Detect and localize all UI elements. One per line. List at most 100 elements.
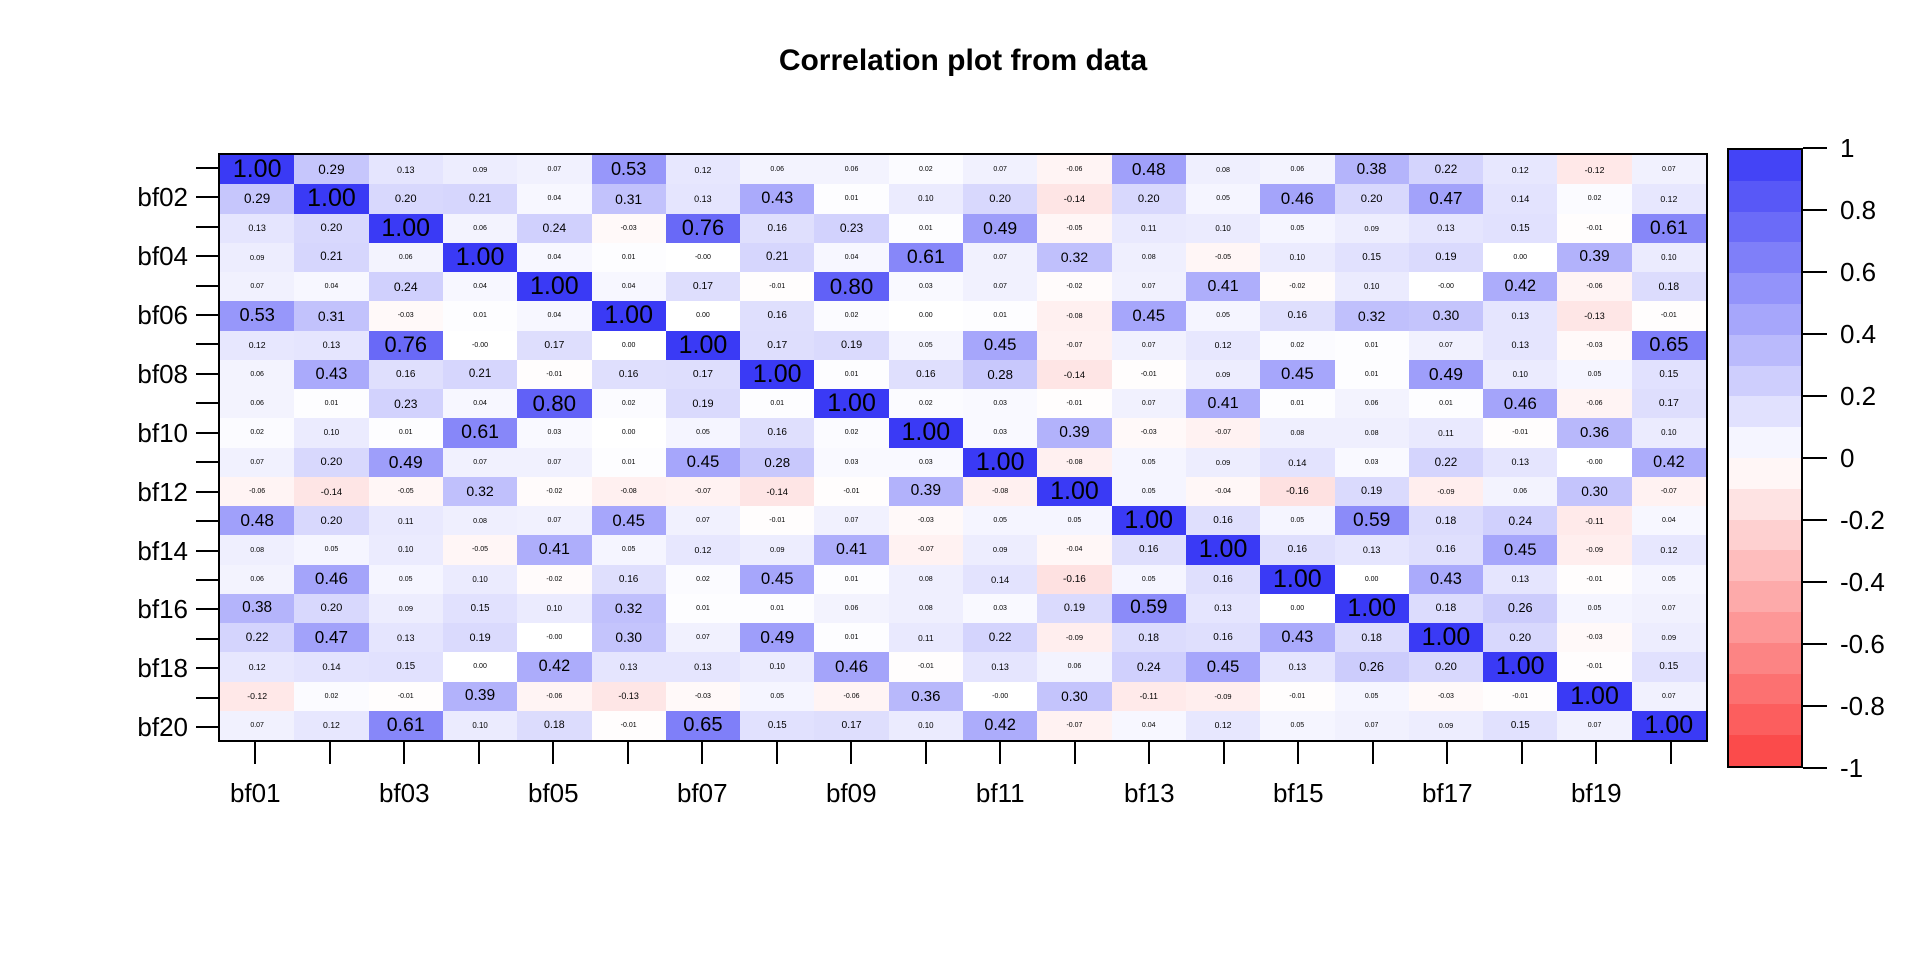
heatmap-cell: 0.06 xyxy=(1037,652,1112,682)
heatmap-cell: 0.03 xyxy=(963,418,1038,448)
heatmap-cell: 0.04 xyxy=(814,242,889,272)
heatmap-cell: 0.07 xyxy=(442,447,518,477)
heatmap-cell: 0.01 xyxy=(740,593,815,623)
heatmap-cell: 0.49 xyxy=(1408,359,1484,389)
heatmap-cell: 0.42 xyxy=(517,652,592,682)
heatmap-cell: 0.21 xyxy=(442,359,518,389)
heatmap-cell: 0.04 xyxy=(517,242,592,272)
heatmap-cell: 0.13 xyxy=(368,155,443,185)
heatmap-cell: 0.15 xyxy=(442,593,518,623)
heatmap-cell: -0.01 xyxy=(1111,359,1186,389)
heatmap-cell: 0.29 xyxy=(294,155,369,185)
heatmap-cell: 1.00 xyxy=(740,359,815,389)
heatmap-cell: 0.18 xyxy=(517,710,592,740)
y-axis-tick xyxy=(196,726,218,729)
heatmap-cell: 0.09 xyxy=(220,242,295,272)
colorbar-band xyxy=(1729,396,1801,428)
heatmap-cell: 0.59 xyxy=(1111,593,1186,623)
y-axis-tick xyxy=(196,608,218,611)
heatmap-cell: 0.19 xyxy=(814,330,889,360)
heatmap-cell: 0.07 xyxy=(665,623,741,653)
heatmap-cell: 0.05 xyxy=(294,535,369,565)
heatmap-cell: 0.18 xyxy=(1334,623,1409,653)
heatmap-cell: 0.07 xyxy=(1111,389,1186,419)
heatmap-cell: -0.00 xyxy=(963,681,1038,711)
colorbar-band xyxy=(1729,673,1801,705)
heatmap-cell: 0.00 xyxy=(665,301,741,331)
heatmap-cell: -0.01 xyxy=(1483,418,1558,448)
heatmap-cell: 0.16 xyxy=(888,359,963,389)
heatmap-cell: -0.14 xyxy=(1037,184,1112,214)
heatmap-cell: 0.41 xyxy=(1185,272,1261,302)
heatmap-cell: 0.08 xyxy=(220,535,295,565)
x-axis-label: bf07 xyxy=(676,778,728,808)
y-axis-tick xyxy=(196,372,218,375)
heatmap-cell: 0.06 xyxy=(814,593,889,623)
heatmap-cell: -0.09 xyxy=(1185,681,1261,711)
heatmap-cell: -0.06 xyxy=(1557,272,1632,302)
heatmap-cell: 0.06 xyxy=(740,155,815,185)
heatmap-cell: 0.49 xyxy=(963,213,1038,243)
heatmap-cell: -0.13 xyxy=(591,681,666,711)
heatmap-cell: 0.09 xyxy=(1408,710,1484,740)
y-axis-label: bf08 xyxy=(137,358,188,389)
heatmap-cell: 0.16 xyxy=(591,359,666,389)
heatmap-cell: 0.04 xyxy=(591,272,666,302)
heatmap-cell: 0.12 xyxy=(294,710,369,740)
heatmap-cell: 0.14 xyxy=(963,564,1038,594)
heatmap-cell: 0.02 xyxy=(665,564,741,594)
heatmap-cell: 1.00 xyxy=(1483,652,1558,682)
heatmap-cell: 0.10 xyxy=(1334,272,1409,302)
heatmap-cell: 0.01 xyxy=(963,301,1038,331)
heatmap-cell: 0.05 xyxy=(740,681,815,711)
chart-title: Correlation plot from data xyxy=(778,44,1148,77)
heatmap-cell: 0.00 xyxy=(1334,564,1409,594)
heatmap-cell: 0.05 xyxy=(1185,301,1261,331)
heatmap-cell: 0.24 xyxy=(1111,652,1186,682)
heatmap-cell: -0.05 xyxy=(1185,242,1261,272)
heatmap-cell: 0.23 xyxy=(368,389,443,419)
heatmap-cell: 0.15 xyxy=(1334,242,1409,272)
heatmap-cell: 0.29 xyxy=(220,184,295,214)
heatmap-cell: 0.42 xyxy=(963,710,1038,740)
x-axis-tick xyxy=(552,742,555,764)
heatmap-cell: 0.04 xyxy=(517,301,592,331)
heatmap-cell: 1.00 xyxy=(963,447,1038,477)
x-axis-tick xyxy=(1371,742,1374,764)
heatmap-cell: 0.16 xyxy=(1185,623,1261,653)
heatmap-cell: 0.11 xyxy=(1111,213,1186,243)
heatmap-cell: 0.12 xyxy=(1185,330,1261,360)
heatmap-cell: -0.07 xyxy=(888,535,963,565)
heatmap-cell: 0.16 xyxy=(740,301,815,331)
heatmap-cell: 0.06 xyxy=(220,564,295,594)
heatmap-cell: -0.03 xyxy=(1557,330,1632,360)
heatmap-cell: 0.02 xyxy=(888,155,963,185)
heatmap-cell: -0.14 xyxy=(294,476,369,506)
colorbar-band xyxy=(1729,242,1801,274)
heatmap-cell: 0.43 xyxy=(1260,623,1335,653)
heatmap-cell: 0.13 xyxy=(1483,301,1558,331)
colorbar-tick xyxy=(1803,147,1827,149)
heatmap-cell: 0.04 xyxy=(294,272,369,302)
heatmap-cell: 0.21 xyxy=(740,242,815,272)
x-axis-tick xyxy=(403,742,406,764)
heatmap-cell: 0.17 xyxy=(740,330,815,360)
y-axis-label: bf16 xyxy=(137,594,188,625)
heatmap-cell: 0.18 xyxy=(1408,593,1484,623)
heatmap-cell: 0.00 xyxy=(1483,242,1558,272)
heatmap-cell: 0.45 xyxy=(665,447,741,477)
heatmap-cell: 0.10 xyxy=(1260,242,1335,272)
colorbar-band xyxy=(1729,334,1801,366)
heatmap-cell: 0.48 xyxy=(220,506,295,536)
heatmap-cell: 0.16 xyxy=(740,418,815,448)
heatmap-cell: 0.53 xyxy=(591,155,666,185)
heatmap-cell: 0.05 xyxy=(1631,564,1706,594)
heatmap-cell: 0.03 xyxy=(517,418,592,448)
heatmap-cell: 0.03 xyxy=(888,272,963,302)
heatmap-cell: 0.15 xyxy=(1631,652,1706,682)
heatmap-cell: 0.13 xyxy=(963,652,1038,682)
x-axis-label: bf03 xyxy=(378,778,430,808)
y-axis-tick xyxy=(196,461,218,464)
colorbar-band xyxy=(1729,211,1801,243)
heatmap-cell: 0.16 xyxy=(1260,301,1335,331)
